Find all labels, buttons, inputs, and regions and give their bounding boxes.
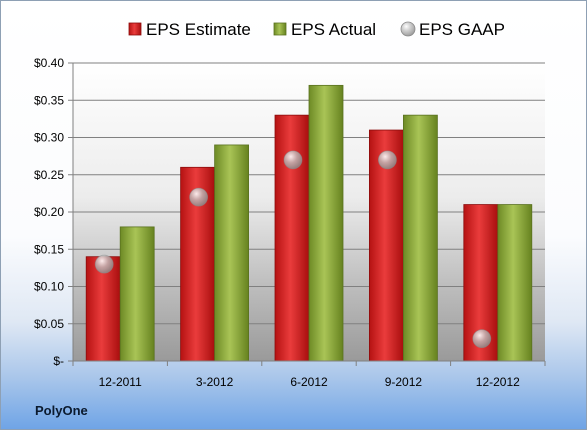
eps-gaap-point [283, 150, 303, 170]
legend: EPS Estimate EPS Actual EPS GAAP [128, 20, 505, 39]
eps-actual-legend-swatch [273, 22, 287, 36]
y-tick-label: $0.05 [34, 317, 64, 331]
eps-gaap-legend-label: EPS GAAP [419, 20, 505, 39]
eps-gaap-point [377, 150, 397, 170]
x-tick-label: 12-2011 [99, 375, 142, 389]
x-axis: 12-2011 3-2012 6-2012 9-2012 12-2012 [72, 360, 546, 389]
eps-gaap-point [94, 254, 114, 274]
y-tick-label: $- [53, 354, 64, 368]
eps-actual-bar [402, 114, 438, 362]
x-tick-label: 6-2012 [290, 375, 328, 389]
eps-estimate-bar [85, 256, 121, 362]
y-tick-label: $0.40 [34, 56, 64, 70]
eps-estimate-legend-label: EPS Estimate [146, 20, 251, 39]
y-tick-label: $0.30 [34, 131, 64, 145]
eps-gaap-point [472, 329, 492, 349]
y-axis: $- $0.05 $0.10 $0.15 $0.20 $0.25 $0.30 $0.35 $0.… [34, 56, 74, 368]
x-tick-label: 12-2012 [476, 375, 520, 389]
eps-actual-legend-label: EPS Actual [291, 20, 376, 39]
x-tick-label: 9-2012 [385, 375, 423, 389]
company-name: PolyOne [35, 403, 88, 418]
eps-actual-bar [308, 84, 344, 362]
eps-gaap-legend-swatch [400, 21, 416, 37]
y-tick-label: $0.35 [34, 93, 64, 107]
eps-gaap-point [189, 187, 209, 207]
y-tick-label: $0.20 [34, 205, 64, 219]
eps-estimate-legend-swatch [128, 22, 142, 36]
eps-actual-bar [497, 204, 533, 362]
eps-actual-bar [119, 226, 155, 362]
eps-actual-bar [214, 144, 250, 362]
x-tick-label: 3-2012 [196, 375, 234, 389]
y-tick-label: $0.25 [34, 168, 64, 182]
gaap-series [94, 150, 492, 349]
y-tick-label: $0.15 [34, 242, 64, 256]
y-tick-label: $0.10 [34, 280, 64, 294]
